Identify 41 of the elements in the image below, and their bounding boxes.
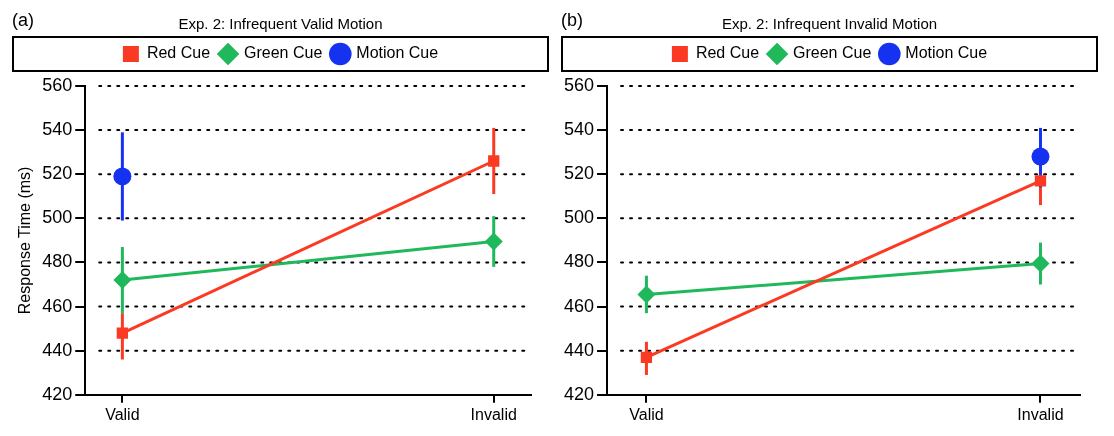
legend-label: Green Cue [244, 44, 323, 62]
chart-title: Exp. 2: Infrequent Valid Motion [178, 15, 383, 33]
point [640, 351, 653, 363]
text: (b) [561, 9, 583, 30]
y-tick-label: 560 [42, 74, 73, 95]
x-tick-label: Invalid [1017, 405, 1064, 423]
y-tick-label: 440 [563, 339, 595, 360]
y-tick-label: 440 [42, 339, 73, 360]
y-tick-label: 500 [42, 207, 73, 228]
point [1031, 254, 1050, 273]
y-tick-label: 500 [563, 207, 595, 228]
y-tick-label: 520 [563, 163, 595, 184]
chart-title: Exp. 2: Infrequent Invalid Motion [721, 15, 938, 33]
x-tick-label: Valid [629, 405, 664, 423]
text: (a) [12, 9, 34, 30]
y-tick-label: 480 [563, 251, 595, 272]
legend-label: Green Cue [793, 44, 872, 62]
legend-label: Motion Cue [356, 44, 439, 62]
legend-label: Red Cue [695, 44, 760, 62]
y-tick-label: 480 [42, 251, 73, 272]
x-tick-label: Invalid [470, 405, 517, 423]
x-tick-label: Valid [105, 405, 140, 423]
point [1031, 147, 1050, 166]
y-tick-label: 540 [42, 119, 73, 140]
y-axis-title: Response Time (ms) [16, 166, 34, 315]
y-tick-label: 560 [563, 74, 595, 95]
y-tick-label: 460 [563, 295, 595, 316]
point [484, 232, 503, 251]
y-tick-label: 420 [42, 383, 73, 404]
y-tick-label: 520 [42, 163, 73, 184]
y-tick-label: 420 [563, 383, 595, 404]
point [1034, 175, 1047, 187]
point [113, 271, 132, 290]
y-tick-label: 460 [42, 295, 73, 316]
legend-label: Motion Cue [905, 44, 988, 62]
point [488, 155, 500, 167]
point [113, 167, 132, 186]
point [116, 327, 129, 339]
legend-label: Red Cue [146, 44, 211, 62]
point [637, 285, 656, 304]
y-tick-label: 540 [563, 119, 595, 140]
